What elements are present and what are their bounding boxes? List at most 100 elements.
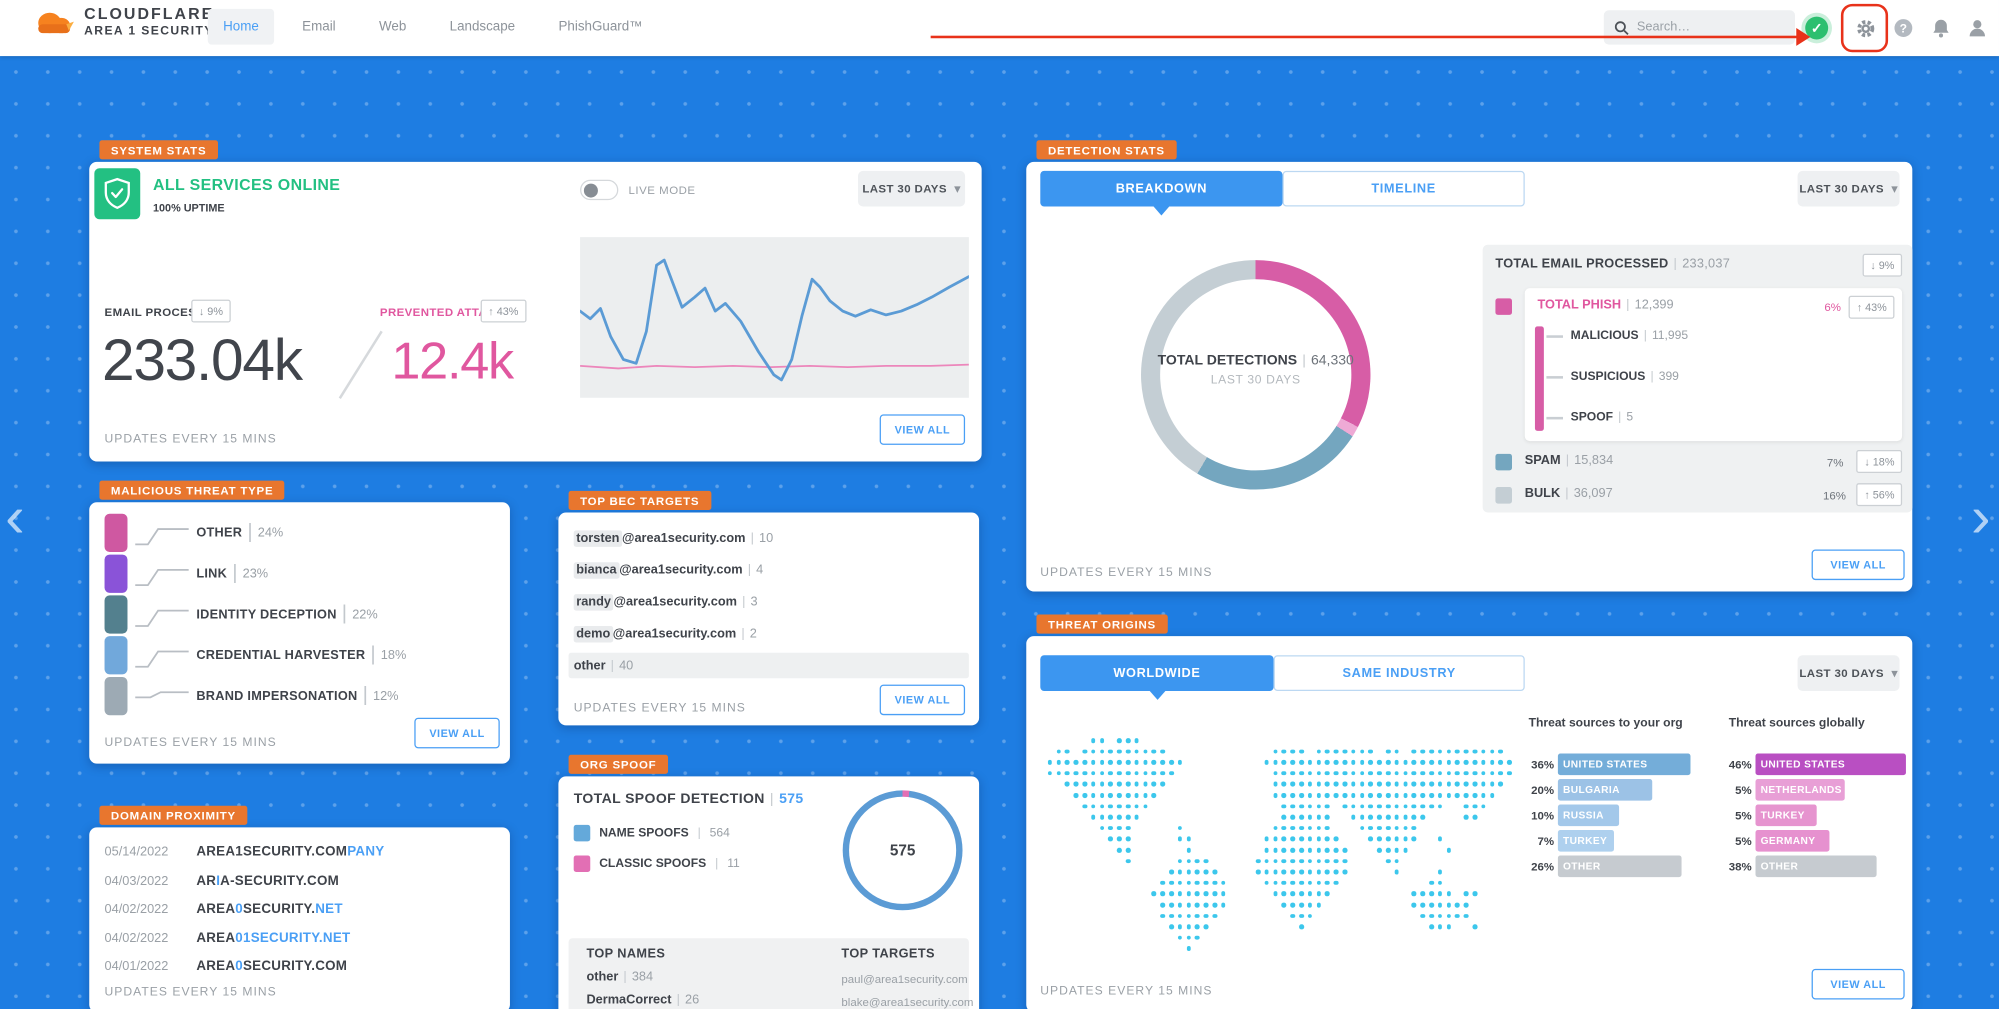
carousel-right-chevron-icon[interactable]: › [1970, 483, 1991, 550]
origin-row: 46% UNITED STATES [1716, 753, 1906, 776]
org-sources-header: Threat sources to your org [1528, 716, 1683, 731]
origin-pct: 20% [1531, 783, 1555, 797]
view-all-button[interactable]: VIEW ALL [879, 414, 966, 445]
spam-pct: 7% [1826, 456, 1844, 470]
nav-item-web[interactable]: Web [378, 19, 407, 35]
spoof-row: SPOOF | 5 [1570, 410, 1634, 425]
svg-text:?: ? [1900, 21, 1907, 35]
connector-line [135, 650, 189, 668]
bulk-row: BULK | 36,097 [1524, 487, 1613, 502]
separator: | [676, 993, 680, 1008]
threat-type-row: LINK | 23% [104, 553, 269, 594]
separator: | [1626, 298, 1630, 313]
separator: | [341, 603, 348, 625]
donut-center-value: 64,330 [1310, 353, 1354, 369]
domain-date: 04/02/2022 [104, 901, 169, 916]
threat-type-pct: 12% [372, 689, 399, 704]
legend-value: 11 [727, 856, 740, 871]
connector-line [135, 609, 189, 627]
top-name-row: DermaCorrect | 26 [586, 993, 700, 1008]
nav-item-phishguard[interactable]: PhishGuard™ [558, 19, 643, 35]
view-all-button[interactable]: VIEW ALL [1811, 968, 1905, 1000]
range-dropdown[interactable]: LAST 30 DAYS [1797, 170, 1900, 207]
origin-tabs: WORLDWIDE SAME INDUSTRY [1040, 655, 1525, 700]
detection-stats-card: DETECTION STATS BREAKDOWN TIMELINE LAST … [1026, 140, 1913, 592]
view-all-button[interactable]: VIEW ALL [1811, 549, 1905, 581]
separator: | [1618, 410, 1622, 425]
spoof-detail-panel: TOP NAMES other|384 DermaCorrect|26 Male… [568, 938, 973, 1009]
legend-label: CLASSIC SPOOFS [599, 856, 707, 871]
bulk-pct: 16% [1823, 489, 1847, 503]
user-icon[interactable] [1966, 17, 1989, 40]
tab-same-industry[interactable]: SAME INDUSTRY [1273, 655, 1525, 691]
threat-type-pct: 24% [257, 525, 284, 540]
phish-bar [1534, 326, 1544, 431]
bec-domain: @area1security.com [612, 626, 737, 641]
email-processed-value: 233.04k [101, 326, 303, 393]
connector-line [135, 568, 189, 587]
threat-origins-card: THREAT ORIGINS WORLDWIDE SAME INDUSTRY L… [1026, 614, 1913, 1009]
main-canvas: ‹ › SYSTEM STATS ALL SERVICES ONLINE 100… [0, 56, 1999, 1009]
brand-logo[interactable]: CLOUDFLARE AREA 1 SECURITY [33, 5, 214, 38]
bulk-delta-badge: ↑ 56% [1856, 483, 1903, 507]
search-icon [1614, 20, 1629, 35]
domain-row: 04/03/2022 ARIA-SECURITY.COM [105, 869, 339, 892]
status-shield-icon [94, 168, 141, 220]
range-dropdown[interactable]: LAST 30 DAYS [857, 170, 966, 207]
view-all-button[interactable]: VIEW ALL [414, 717, 500, 749]
detections-donut-chart [1141, 260, 1371, 490]
origin-row: 10% RUSSIA [1518, 804, 1620, 827]
search-input[interactable] [1636, 20, 1778, 35]
tab-breakdown[interactable]: BREAKDOWN [1040, 170, 1283, 216]
separator: | [1565, 487, 1569, 502]
domain-date: 04/01/2022 [104, 959, 169, 974]
bell-icon[interactable] [1929, 17, 1952, 40]
color-chip [104, 513, 128, 553]
total-email-value: 233,037 [1682, 257, 1731, 272]
tab-worldwide[interactable]: WORLDWIDE [1040, 655, 1274, 700]
system-stats-card: SYSTEM STATS ALL SERVICES ONLINE 100% UP… [89, 140, 982, 462]
domain-name: AREA1SECURITY.COMPANY [196, 843, 385, 860]
range-label: LAST 30 DAYS [862, 182, 947, 196]
services-status-text: ALL SERVICES ONLINE [152, 175, 341, 194]
threat-type-row: BRAND IMPERSONATION | 12% [104, 676, 399, 717]
bec-count: 2 [749, 626, 757, 641]
legend-color-chip [573, 824, 591, 842]
live-mode-toggle[interactable] [580, 179, 619, 201]
separator: | [1302, 353, 1306, 369]
nav-item-landscape[interactable]: Landscape [449, 19, 516, 35]
separator: | [1643, 328, 1647, 343]
tab-timeline[interactable]: TIMELINE [1282, 170, 1525, 207]
nav-item-home[interactable]: Home [207, 8, 275, 45]
gear-icon[interactable] [1854, 17, 1877, 40]
carousel-left-chevron-icon[interactable]: ‹ [5, 483, 25, 550]
updates-text: UPDATES EVERY 15 MINS [1040, 566, 1213, 581]
legend-label: NAME SPOOFS [599, 826, 689, 841]
connector-line [1546, 376, 1563, 378]
detections-donut-center: TOTAL DETECTIONS | 64,330 LAST 30 DAYS [1103, 353, 1409, 387]
connector-line [1546, 335, 1563, 338]
bec-domain: @area1security.com [619, 562, 743, 577]
connector-line [1546, 416, 1563, 419]
card-tag: SYSTEM STATS [99, 140, 218, 160]
annotation-arrow-line [930, 35, 1798, 39]
global-sources-header: Threat sources globally [1728, 716, 1865, 731]
bec-user: bianca [573, 561, 620, 579]
view-all-button[interactable]: VIEW ALL [879, 684, 966, 716]
range-dropdown[interactable]: LAST 30 DAYS [1797, 655, 1900, 691]
top-targets-header: TOP TARGETS [841, 947, 935, 962]
separator: | [747, 562, 752, 577]
brand-title: CLOUDFLARE [84, 5, 215, 23]
shield-check-icon[interactable]: ✓ [1805, 16, 1829, 40]
origin-pct: 46% [1728, 757, 1752, 771]
threat-type-label: IDENTITY DECEPTION [196, 607, 337, 622]
spam-delta-badge: ↓ 18% [1856, 450, 1903, 473]
range-label: LAST 30 DAYS [1799, 182, 1884, 196]
bec-user: other [573, 658, 606, 673]
domain-row: 04/02/2022 AREA0SECURITY.NET [105, 898, 343, 921]
toggle-knob [583, 182, 598, 197]
help-icon[interactable]: ? [1892, 17, 1915, 40]
total-email-delta-badge: ↓ 9% [1862, 253, 1903, 277]
nav-item-email[interactable]: Email [302, 19, 336, 35]
